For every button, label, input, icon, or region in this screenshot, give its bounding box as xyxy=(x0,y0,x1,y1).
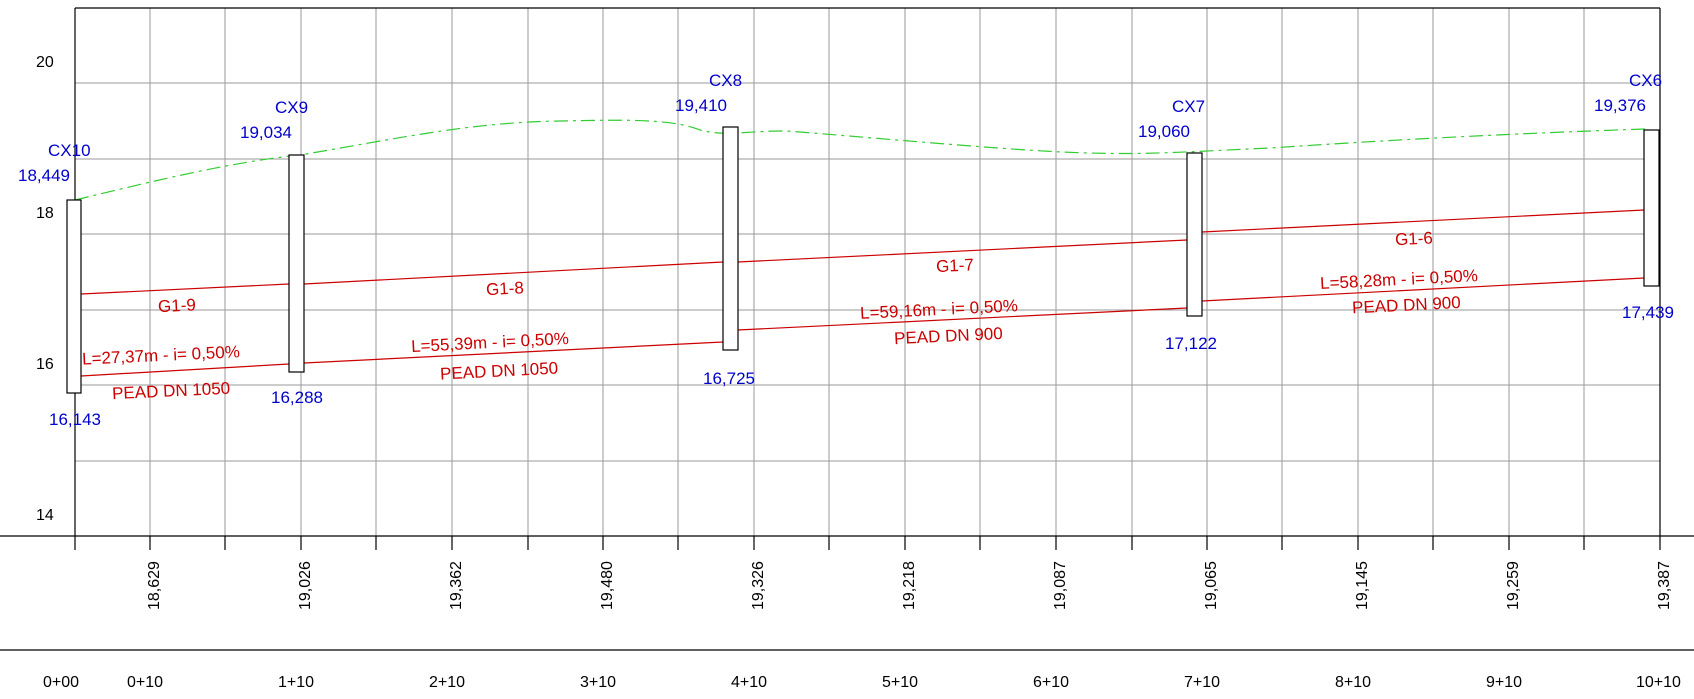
pipe-crown-g1-9 xyxy=(80,283,290,295)
grid xyxy=(75,8,1660,536)
manhole-name: CX7 xyxy=(1172,97,1205,116)
pipe-crown-g1-6 xyxy=(1201,209,1645,233)
terrain-elevation: 19,087 xyxy=(1052,561,1069,610)
station-label: 10+10 xyxy=(1636,674,1681,691)
pipe-invert-g1-7 xyxy=(737,307,1188,331)
ground-elevation: 18,449 xyxy=(18,166,70,185)
invert-elevation: 16,725 xyxy=(703,369,755,388)
y-tick-label: 18 xyxy=(36,205,54,222)
station-label: 3+10 xyxy=(580,674,616,691)
terrain-elevation-band: 18,629 19,026 19,362 19,480 19,326 19,21… xyxy=(146,561,1673,610)
ground-elevation: 19,410 xyxy=(675,96,727,115)
segment-length: L=55,39m - i= 0,50% xyxy=(411,329,570,356)
pipe-invert-g1-9 xyxy=(80,363,290,377)
frame xyxy=(0,7,1694,651)
ground-elevation: 19,376 xyxy=(1594,96,1646,115)
segment-id: G1-9 xyxy=(158,295,197,316)
station-label: 4+10 xyxy=(731,674,767,691)
terrain-elevation: 19,480 xyxy=(599,561,616,610)
manhole-name: CX10 xyxy=(48,141,91,160)
station-label: 5+10 xyxy=(882,674,918,691)
manholes xyxy=(66,126,1660,394)
terrain-elevation: 19,218 xyxy=(901,561,918,610)
y-tick-label: 14 xyxy=(36,507,54,524)
station-label: 1+10 xyxy=(278,674,314,691)
terrain-elevation: 19,026 xyxy=(297,561,314,610)
station-label: 6+10 xyxy=(1033,674,1069,691)
pipe-invert-g1-8 xyxy=(303,341,724,364)
segment-id: G1-7 xyxy=(936,255,975,276)
segment-labels: G1-9 L=27,37m - i= 0,50% PEAD DN 1050 G1… xyxy=(82,228,1479,403)
manhole-cx7 xyxy=(1186,152,1203,317)
manhole-name: CX8 xyxy=(709,71,742,90)
station-label: 0+10 xyxy=(127,674,163,691)
segment-pipe: PEAD DN 900 xyxy=(894,324,1003,348)
station-label: 2+10 xyxy=(429,674,465,691)
manhole-cx8 xyxy=(722,126,739,351)
station-label: 9+10 xyxy=(1486,674,1522,691)
manhole-cx6 xyxy=(1643,129,1660,287)
manhole-cx10 xyxy=(66,199,82,394)
pipe-invert-g1-6 xyxy=(1201,277,1645,302)
segment-length: L=27,37m - i= 0,50% xyxy=(82,342,241,368)
station-label: 0+00 xyxy=(43,674,79,691)
segment-pipe: PEAD DN 1050 xyxy=(440,358,559,383)
manhole-name: CX9 xyxy=(275,98,308,117)
ground-elevation: 19,034 xyxy=(240,123,292,142)
terrain-elevation: 19,065 xyxy=(1203,561,1220,610)
y-tick-label: 16 xyxy=(36,356,54,373)
segment-id: G1-6 xyxy=(1395,228,1434,249)
y-tick-label: 20 xyxy=(36,54,54,71)
terrain-elevation: 19,259 xyxy=(1505,561,1522,610)
invert-elevation: 17,122 xyxy=(1165,334,1217,353)
invert-elevation: 16,143 xyxy=(49,410,101,429)
segment-pipe: PEAD DN 900 xyxy=(1352,293,1461,317)
segment-length: L=58,28m - i= 0,50% xyxy=(1320,266,1479,293)
station-labels: 0+00 0+10 1+10 2+10 3+10 4+10 5+10 6+10 … xyxy=(43,674,1681,691)
terrain-elevation: 19,145 xyxy=(1354,561,1371,610)
y-axis-labels: 20 18 16 14 xyxy=(36,54,54,524)
station-label: 8+10 xyxy=(1335,674,1371,691)
manhole-labels: CX10 18,449 16,143 CX9 19,034 16,288 CX8… xyxy=(18,71,1674,429)
terrain-elevation: 19,362 xyxy=(448,561,465,610)
terrain-line xyxy=(74,119,1646,201)
segment-pipe: PEAD DN 1050 xyxy=(112,379,231,404)
terrain-elevation: 19,326 xyxy=(750,561,767,610)
pipe-lines xyxy=(80,209,1645,377)
pipe-crown-g1-7 xyxy=(737,239,1188,263)
segment-id: G1-8 xyxy=(486,278,525,299)
pipe-crown-g1-8 xyxy=(303,261,724,285)
terrain-elevation: 19,387 xyxy=(1656,561,1673,610)
invert-elevation: 16,288 xyxy=(271,388,323,407)
ground-elevation: 19,060 xyxy=(1138,122,1190,141)
station-label: 7+10 xyxy=(1184,674,1220,691)
invert-elevation: 17,439 xyxy=(1622,303,1674,322)
segment-length: L=59,16m - i= 0,50% xyxy=(860,296,1019,323)
terrain-elevation: 18,629 xyxy=(146,561,163,610)
manhole-name: CX6 xyxy=(1629,71,1662,90)
manhole-cx9 xyxy=(288,154,305,373)
